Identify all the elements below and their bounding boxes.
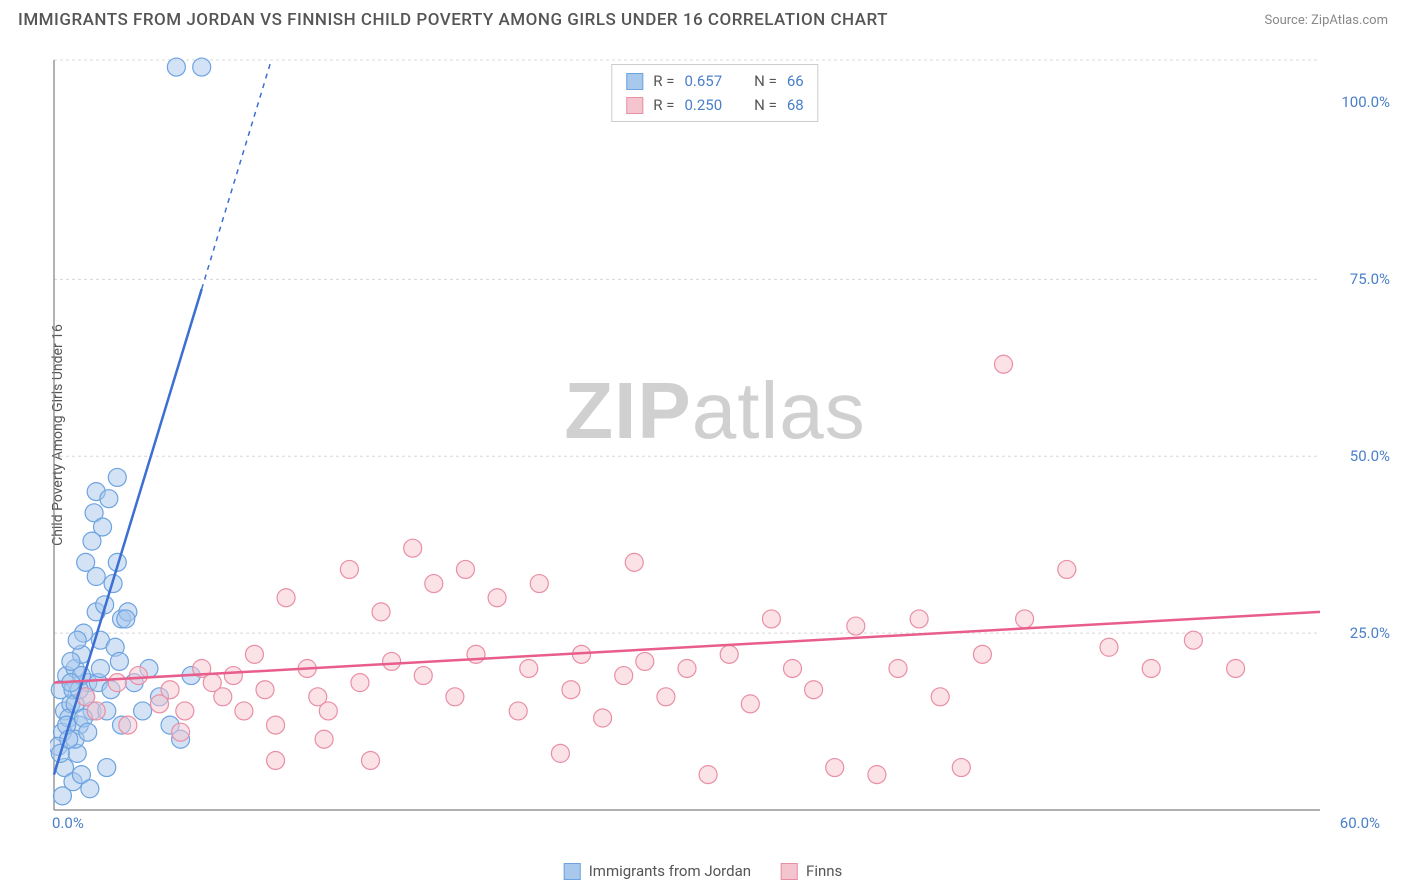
y-tick-label: 100.0% bbox=[1341, 93, 1390, 111]
legend-n-label: N = bbox=[754, 69, 777, 93]
y-tick-label: 75.0% bbox=[1350, 270, 1390, 288]
chart-header: IMMIGRANTS FROM JORDAN VS FINNISH CHILD … bbox=[18, 10, 1388, 30]
legend-swatch bbox=[564, 863, 581, 880]
legend-row: R = 0.657 N = 66 bbox=[626, 69, 803, 93]
legend-r-value: 0.250 bbox=[684, 93, 722, 117]
chart-area: Child Poverty Among Girls Under 16 ZIPat… bbox=[50, 40, 1380, 830]
legend-swatch bbox=[626, 97, 643, 114]
legend-item: Finns bbox=[781, 862, 842, 880]
legend-row: R = 0.250 N = 68 bbox=[626, 93, 803, 117]
y-tick-label: 25.0% bbox=[1350, 624, 1390, 642]
y-tick-label: 50.0% bbox=[1350, 447, 1390, 465]
x-tick-min: 0.0% bbox=[52, 814, 84, 832]
x-tick-max: 60.0% bbox=[1340, 814, 1380, 832]
source-attribution: Source: ZipAtlas.com bbox=[1264, 13, 1388, 28]
legend-label: Immigrants from Jordan bbox=[589, 862, 751, 880]
legend-n-value: 68 bbox=[787, 93, 804, 117]
series-legend: Immigrants from Jordan Finns bbox=[564, 862, 843, 880]
legend-label: Finns bbox=[806, 862, 842, 880]
legend-r-label: R = bbox=[653, 93, 674, 117]
legend-swatch bbox=[781, 863, 798, 880]
legend-item: Immigrants from Jordan bbox=[564, 862, 751, 880]
legend-r-value: 0.657 bbox=[684, 69, 722, 93]
legend-r-label: R = bbox=[653, 69, 674, 93]
correlation-legend: R = 0.657 N = 66 R = 0.250 N = 68 bbox=[611, 64, 818, 122]
scatter-plot bbox=[50, 40, 1380, 830]
chart-title: IMMIGRANTS FROM JORDAN VS FINNISH CHILD … bbox=[18, 10, 888, 30]
legend-n-label: N = bbox=[754, 93, 777, 117]
legend-n-value: 66 bbox=[787, 69, 804, 93]
legend-swatch bbox=[626, 73, 643, 90]
